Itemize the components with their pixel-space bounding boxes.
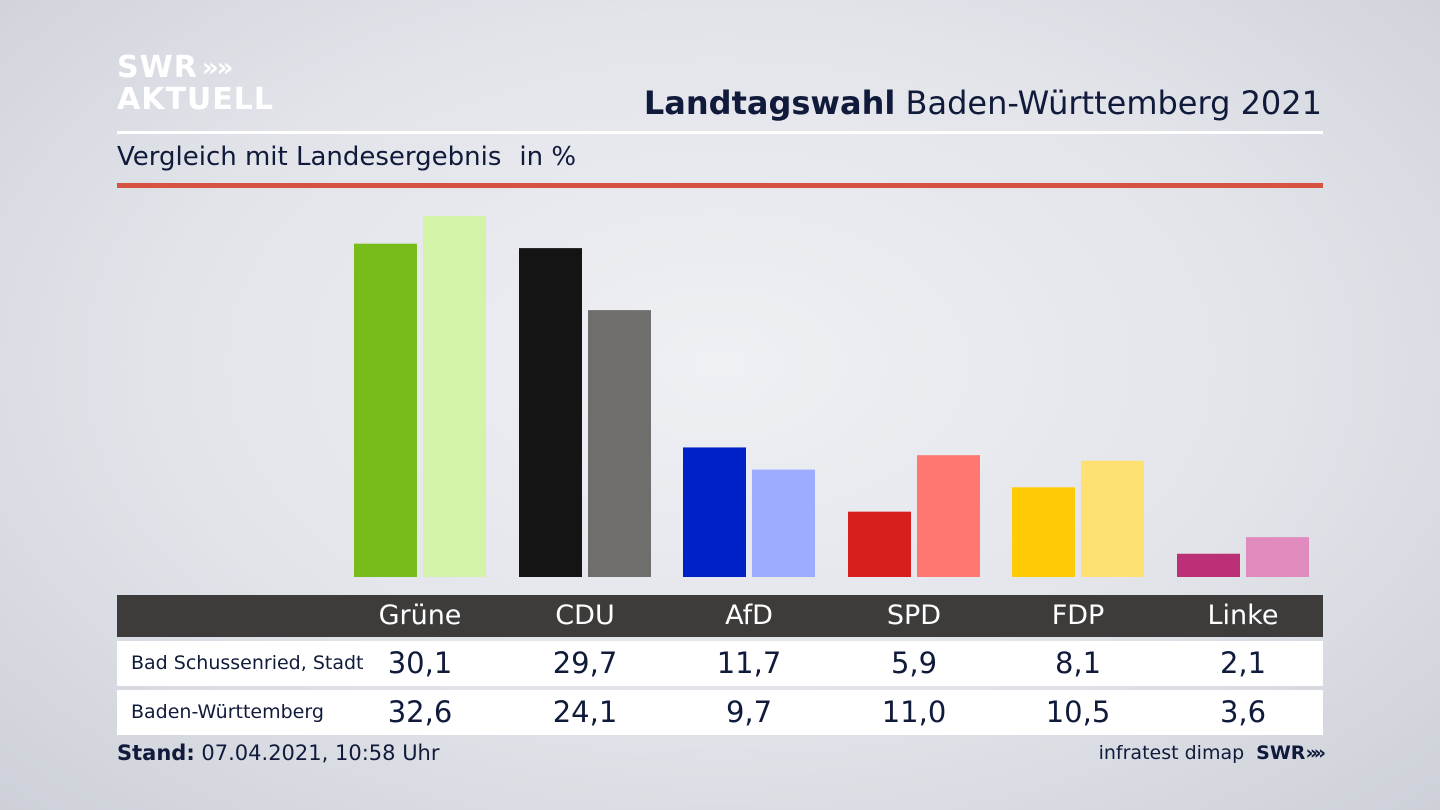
page-title: Landtagswahl Baden-Württemberg 2021: [644, 84, 1322, 122]
bar-grne-local: [354, 243, 417, 577]
results-table: Grüne CDU AfD SPD FDP Linke Bad Schussenried,…: [117, 595, 1323, 735]
value-cell: 2,1: [1219, 646, 1267, 680]
chart-subtitle: Vergleich mit Landesergebnis in %: [117, 142, 576, 172]
column-header: SPD: [886, 600, 942, 631]
value-cell: 11,0: [881, 695, 947, 729]
source-credit: infratest dimap SWR»»: [1098, 742, 1327, 764]
bar-fdp-local: [1012, 487, 1075, 577]
value-cell: 30,1: [387, 646, 453, 680]
bar-cdu-local: [519, 248, 582, 577]
row-label: Bad Schussenried, Stadt: [131, 652, 364, 674]
column-header: Grüne: [378, 600, 462, 631]
bar-linke-local: [1177, 553, 1240, 577]
value-cell: 24,1: [552, 695, 618, 729]
subtitle-text: Vergleich mit Landesergebnis: [117, 142, 502, 172]
value-cell: 11,7: [716, 646, 782, 680]
table-header: Grüne CDU AfD SPD FDP Linke: [117, 595, 1323, 637]
table-row: Bad Schussenried, Stadt 30,1 29,7 11,7 5,9 8…: [117, 641, 1323, 686]
bar-cdu-state: [588, 310, 651, 577]
bar-afd-local: [683, 447, 746, 577]
bar-afd-state: [752, 469, 815, 577]
swr-logo: SWR»»: [1256, 742, 1326, 764]
value-cell: 8,1: [1054, 646, 1102, 680]
accent-divider: [117, 183, 1323, 188]
column-header: CDU: [555, 600, 615, 631]
table-row: Baden-Württemberg 32,6 24,1 9,7 11,0 10,5 3,6: [117, 690, 1323, 735]
bar-fdp-state: [1081, 460, 1144, 577]
bar-spd-state: [917, 455, 980, 577]
swr-aktuell-logo: SWR»» AKTUELL: [117, 50, 275, 117]
column-header: FDP: [1051, 600, 1105, 631]
title-divider: [117, 131, 1323, 134]
title-bold: Landtagswahl: [643, 84, 896, 122]
chevron-right-icon: »: [1305, 742, 1317, 764]
timestamp: Stand: 07.04.2021, 10:58 Uhr: [117, 741, 440, 765]
value-cell: 9,7: [725, 695, 773, 729]
stand-value: 07.04.2021, 10:58 Uhr: [201, 741, 440, 765]
source-text: infratest dimap: [1098, 742, 1245, 764]
bar-grne-state: [423, 216, 486, 577]
value-cell: 32,6: [387, 695, 453, 729]
bar-spd-local: [848, 511, 911, 577]
value-cell: 10,5: [1045, 695, 1111, 729]
column-header: AfD: [725, 600, 773, 631]
bar-linke-state: [1246, 537, 1309, 577]
title-rest: Baden-Württemberg 2021: [905, 84, 1323, 122]
value-cell: 29,7: [552, 646, 618, 680]
value-cell: 5,9: [890, 646, 938, 680]
subtitle-unit: in %: [519, 142, 577, 172]
row-label: Baden-Württemberg: [131, 701, 324, 723]
stand-label: Stand:: [117, 741, 195, 765]
column-header: Linke: [1207, 600, 1279, 631]
value-cell: 3,6: [1219, 695, 1267, 729]
